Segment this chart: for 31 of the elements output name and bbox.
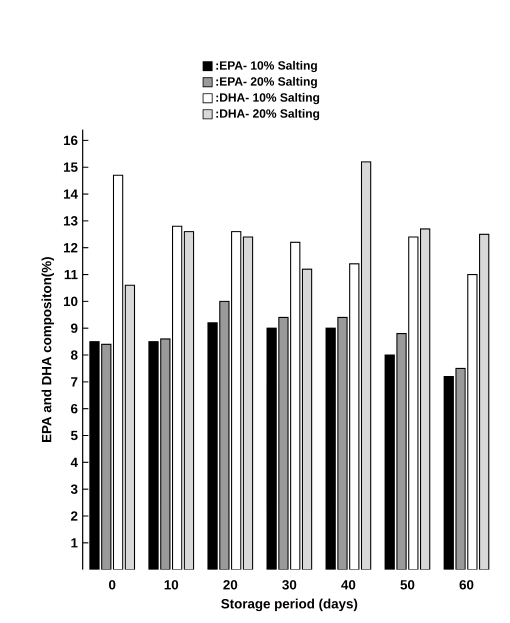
y-tick-label: 9 [71, 323, 78, 333]
y-axis-title: EPA and DHA compositon(%) [42, 257, 54, 442]
x-tick-label: 20 [223, 580, 238, 590]
legend-label: :DHA- 20% Salting [216, 108, 320, 120]
y-tick-label: 11 [64, 270, 78, 280]
x-tick-label: 40 [341, 580, 356, 590]
y-tick-label: 1 [71, 538, 78, 548]
y-tick-label: 6 [71, 404, 78, 414]
x-axis-title: Storage period (days) [221, 598, 358, 612]
x-tick-label: 60 [460, 580, 474, 590]
y-tick-label: 16 [64, 136, 78, 146]
y-tick-label: 15 [64, 162, 78, 172]
bar [124, 284, 136, 570]
y-tick-label: 12 [64, 243, 78, 252]
y-tick-label: 10 [64, 296, 78, 306]
y-tick-label: 2 [71, 511, 78, 521]
y-tick-label: 4 [70, 458, 78, 467]
legend-label: :EPA- 10% Salting [216, 60, 317, 72]
y-tick-label: 5 [70, 430, 78, 440]
bar [101, 344, 112, 570]
legend-label: :DHA- 10% Salting [216, 92, 320, 104]
x-tick-label: 10 [164, 580, 178, 590]
x-tick-label: 30 [282, 580, 296, 590]
y-tick-label: 13 [64, 216, 78, 226]
x-tick-label: 0 [109, 580, 116, 590]
legend-label: :EPA- 20% Salting [216, 76, 317, 88]
x-tick-label: 50 [400, 580, 414, 590]
y-tick-label: 8 [70, 350, 78, 360]
y-tick-label: 7 [71, 377, 78, 386]
y-tick-label: 3 [70, 484, 78, 494]
y-tick-label: 14 [64, 189, 78, 199]
